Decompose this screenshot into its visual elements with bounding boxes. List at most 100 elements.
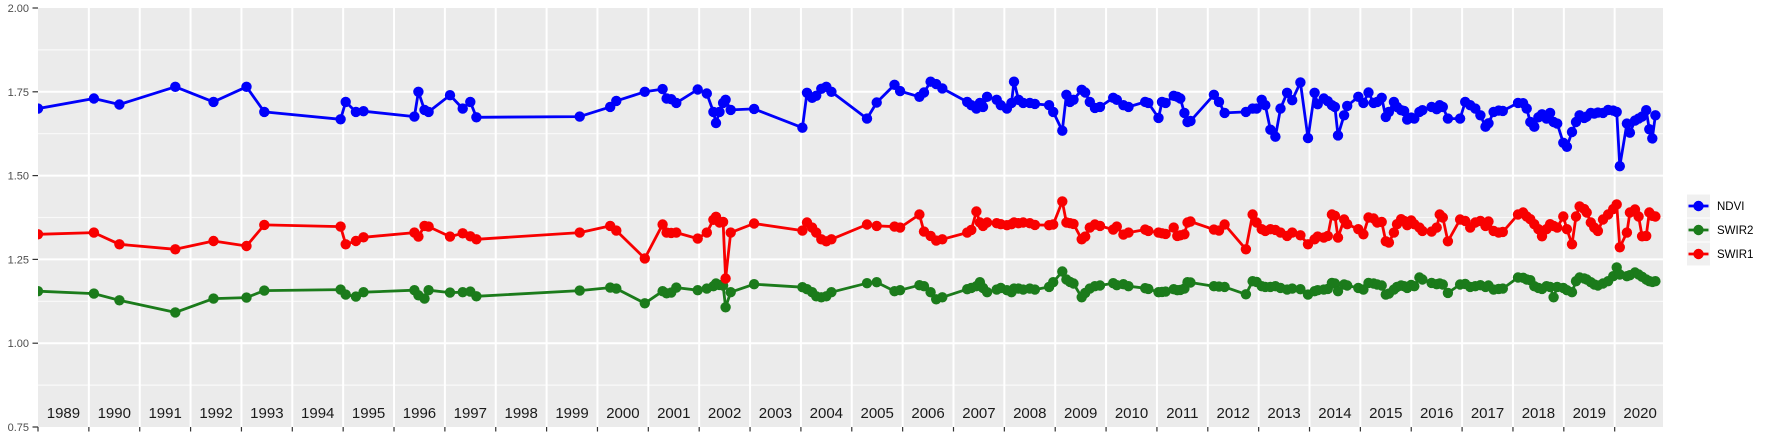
swir2-point: [725, 287, 736, 298]
x-tick-label: 1995: [352, 405, 385, 422]
swir2-point: [457, 287, 468, 298]
ndvi-point: [423, 106, 434, 118]
swir2-point: [1342, 280, 1353, 291]
swir1-point: [1561, 224, 1573, 235]
swir1-point: [1483, 216, 1494, 227]
swir1-point: [259, 219, 270, 231]
x-tick-label: 2020: [1623, 405, 1656, 422]
panel-gridlines: [38, 8, 1663, 427]
ndvi-point: [1561, 141, 1573, 152]
legend-label: SWIR1: [1717, 249, 1753, 261]
ndvi-point: [981, 91, 993, 103]
ndvi-point: [465, 96, 476, 108]
swir1-point: [38, 229, 44, 240]
swir1-point: [413, 231, 424, 242]
swir1-point: [358, 232, 369, 243]
ndvi-point: [1309, 87, 1320, 99]
ndvi-point: [710, 117, 722, 129]
ndvi-point: [1363, 87, 1374, 98]
ndvi-point: [340, 96, 351, 108]
ndvi-point: [671, 97, 682, 109]
ndvi-point: [714, 106, 725, 118]
swir2-point: [1437, 279, 1449, 290]
swir2-point: [1123, 281, 1134, 292]
ndvi-point: [937, 83, 948, 94]
ndvi-point: [114, 99, 125, 110]
swir1-point: [340, 239, 351, 250]
swir1-point: [1641, 230, 1652, 242]
ndvi-point: [1275, 103, 1286, 114]
ndvi-point: [1566, 126, 1578, 138]
ndvi-point: [1068, 94, 1079, 106]
ndvi-point: [639, 86, 650, 98]
ndvi-point: [1123, 101, 1134, 113]
ndvi-point: [335, 114, 346, 125]
ndvi-point: [1611, 106, 1622, 118]
swir1-point: [444, 231, 456, 242]
swir1-point: [88, 227, 100, 238]
ndvi-point: [861, 113, 873, 124]
x-tick-label: 2001: [657, 405, 690, 422]
swir1-point: [1048, 219, 1059, 230]
swir1-point: [1240, 244, 1252, 255]
y-tick-label: 2.00: [8, 3, 29, 15]
swir2-point: [937, 292, 948, 303]
ndvi-point: [1185, 115, 1196, 127]
swir1-point: [914, 209, 925, 220]
swir2-point: [170, 307, 181, 318]
ndvi-point: [1442, 113, 1454, 124]
ndvi-point: [1529, 121, 1540, 132]
swir1-point: [981, 217, 993, 228]
ndvi-point: [1497, 105, 1509, 117]
ndvi-point: [1302, 132, 1314, 144]
ndvi-point: [444, 90, 456, 101]
ndvi-point: [1437, 101, 1449, 113]
swir1-point: [1437, 212, 1449, 223]
swir1-point: [1621, 227, 1633, 238]
swir1-point: [725, 227, 736, 238]
swir1-point: [1029, 219, 1041, 231]
ndvi-point: [1080, 87, 1091, 98]
swir2-point: [241, 292, 252, 303]
ndvi-point: [1179, 107, 1190, 119]
swir1-point: [894, 222, 906, 233]
ndvi-point: [1614, 161, 1626, 172]
swir1-point: [471, 234, 482, 245]
series-swir1: [38, 196, 1661, 284]
x-tick-label: 2015: [1369, 405, 1402, 422]
ndvi-point: [1295, 77, 1306, 88]
ndvi-point: [1048, 106, 1059, 118]
swir1-point: [1287, 227, 1298, 238]
swir1-point: [574, 227, 585, 238]
ndvi-point: [471, 112, 482, 123]
swir2-point: [1143, 283, 1154, 295]
ndvi-point: [1383, 106, 1395, 118]
swir1-point: [1611, 199, 1622, 210]
swir2-point: [1497, 283, 1509, 294]
swir1-point: [701, 227, 712, 238]
swir2-point: [1295, 284, 1306, 295]
ndvi-point: [1552, 118, 1563, 129]
legend-key-point: [1693, 200, 1704, 212]
swir1-point: [1247, 209, 1258, 220]
x-tick-label: 1998: [504, 405, 537, 422]
swir1-point: [1383, 237, 1395, 248]
swir1-point: [1558, 211, 1569, 222]
legend-key-point: [1693, 224, 1704, 236]
swir1-point: [1376, 216, 1387, 228]
ndvi-point: [1153, 112, 1164, 124]
x-tick-label: 2018: [1522, 405, 1555, 422]
swir1-point: [1322, 230, 1334, 242]
swir1-point: [797, 225, 808, 236]
swir1-point: [335, 221, 346, 232]
x-tick-label: 2008: [1013, 405, 1046, 422]
ndvi-point: [871, 97, 882, 108]
swir1-point: [423, 221, 434, 232]
swir2-point: [639, 298, 650, 309]
swir2-point: [1185, 277, 1196, 288]
swir1-point: [717, 216, 729, 228]
ndvi-point: [918, 87, 930, 98]
ndvi-point: [88, 93, 100, 104]
